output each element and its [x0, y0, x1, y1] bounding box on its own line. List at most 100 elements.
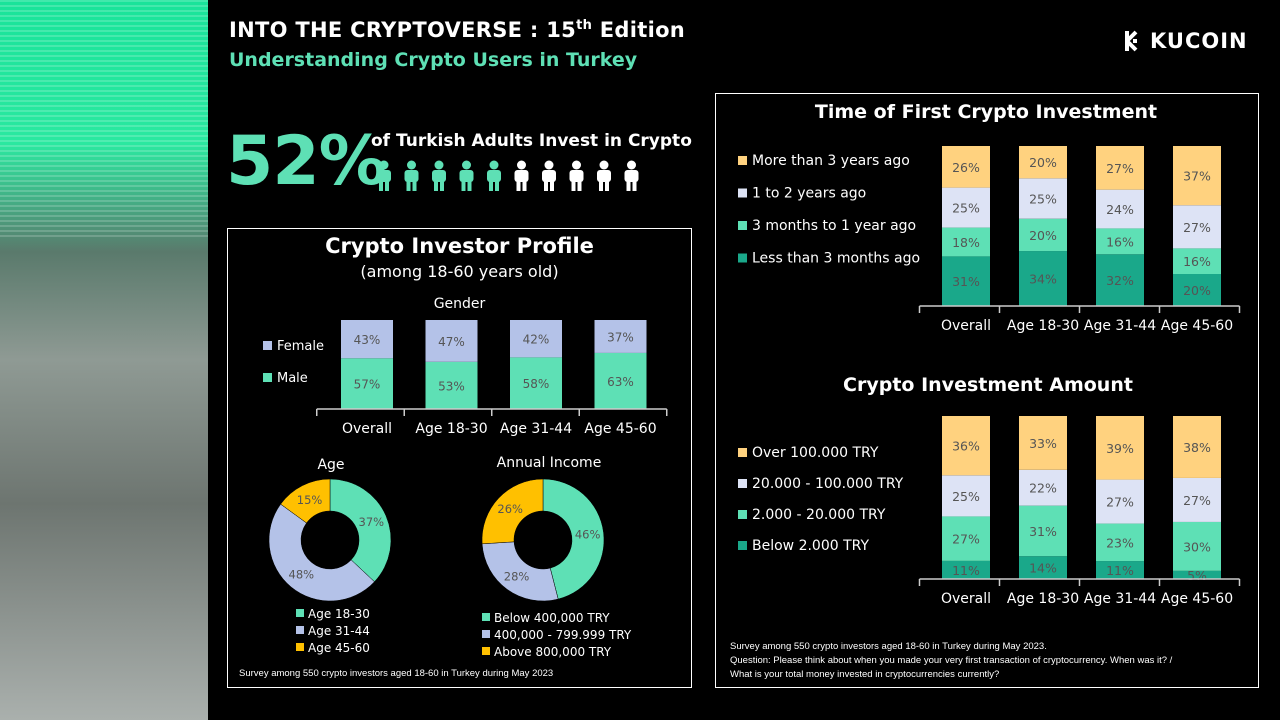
legend-label: 20.000 - 100.000 TRY — [752, 476, 904, 492]
legend-swatch — [482, 630, 490, 638]
legend-swatch — [738, 510, 747, 519]
bar-segment-amount — [942, 475, 990, 517]
person-leg — [489, 180, 493, 191]
donut-slice-age — [280, 478, 331, 524]
data-label: 25% — [1029, 192, 1057, 207]
data-label: 23% — [1106, 535, 1134, 550]
x-tick-label: Age 31-44 — [1084, 591, 1156, 607]
bar-segment-amount — [1096, 523, 1144, 562]
person-body — [597, 170, 611, 182]
person-leg — [385, 180, 389, 191]
person-leg — [522, 180, 527, 191]
investment-panel: Survey among 550 crypto investors aged 1… — [715, 93, 1259, 688]
footnote-1: Survey among 550 crypto investors aged 1… — [730, 641, 1047, 652]
person-head — [572, 160, 581, 170]
person-head — [379, 160, 389, 170]
legend-swatch — [263, 373, 272, 382]
person-icon — [487, 160, 501, 191]
person-leg — [626, 180, 631, 191]
profile-footnote: Survey among 550 crypto investors aged 1… — [239, 668, 554, 679]
person-leg — [516, 180, 521, 191]
person-head — [544, 160, 554, 170]
bar-segment-first — [1096, 146, 1144, 190]
data-label: 37% — [607, 330, 634, 344]
data-label: 37% — [1183, 169, 1211, 184]
data-label: 25% — [952, 489, 980, 504]
person-head — [462, 160, 471, 170]
footnote-3: What is your total money invested in cry… — [730, 669, 1000, 680]
person-icon — [432, 160, 446, 191]
data-label: 38% — [1183, 440, 1211, 455]
data-label: 24% — [1106, 202, 1134, 217]
donut-slice-age — [268, 503, 375, 602]
bar-segment-amount — [942, 516, 990, 561]
legend-label: Less than 3 months ago — [752, 251, 920, 267]
data-label: 16% — [1106, 234, 1134, 249]
bar-segment-gender — [341, 358, 393, 409]
bar-segment-gender — [425, 320, 478, 362]
headline-percent: 52% — [226, 122, 387, 201]
data-label: 30% — [1183, 539, 1211, 554]
person-leg — [379, 180, 383, 191]
donut-label: 15% — [297, 493, 323, 507]
data-label: 53% — [438, 379, 465, 393]
person-leg — [406, 180, 411, 191]
legend-label: Below 2.000 TRY — [752, 538, 869, 554]
x-tick-label: Age 18-30 — [415, 421, 487, 437]
data-label: 20% — [1183, 283, 1211, 298]
legend-swatch — [738, 448, 747, 457]
person-body — [514, 170, 529, 182]
bar-segment-gender — [594, 352, 647, 409]
profile-subtitle: (among 18-60 years old) — [360, 262, 559, 281]
page-title: INTO THE CRYPTOVERSE : 15th Edition — [229, 18, 686, 42]
x-tick-label: Age 18-30 — [1007, 318, 1079, 334]
person-head — [599, 160, 609, 170]
bar-segment-amount — [1019, 416, 1067, 470]
data-label: 33% — [1029, 436, 1057, 451]
data-label: 27% — [1183, 220, 1211, 235]
data-label: 25% — [952, 201, 980, 216]
bar-segment-first — [1096, 254, 1144, 306]
bar-segment-amount — [1173, 521, 1221, 571]
legend-label: Male — [277, 371, 308, 386]
data-label: 11% — [952, 563, 980, 578]
person-leg — [632, 180, 637, 191]
person-leg — [495, 180, 499, 191]
person-leg — [467, 180, 472, 191]
legend-swatch — [296, 609, 304, 617]
legend-swatch — [296, 643, 304, 651]
legend-label: Age 18-30 — [308, 607, 370, 621]
legend-swatch — [738, 221, 747, 230]
investor-profile-panel: Crypto Investor Profile (among 18-60 yea… — [227, 228, 692, 688]
kucoin-logo-icon — [1125, 30, 1138, 52]
bar-segment-amount — [1096, 479, 1144, 524]
bar-segment-amount — [1096, 561, 1144, 579]
chart-title: Time of First Crypto Investment — [815, 101, 1157, 123]
donut-slice-age — [329, 478, 392, 583]
data-label: 20% — [1029, 155, 1057, 170]
data-label: 14% — [1029, 561, 1057, 576]
data-label: 16% — [1183, 254, 1211, 269]
person-head — [489, 160, 499, 170]
person-body — [404, 170, 419, 182]
data-label: 32% — [1106, 273, 1134, 288]
person-body — [432, 170, 446, 182]
headline-caption: of Turkish Adults Invest in Crypto — [371, 131, 692, 151]
person-body — [459, 170, 474, 182]
bar-segment-gender — [594, 320, 647, 353]
x-tick-label: Age 45-60 — [584, 421, 656, 437]
person-leg — [412, 180, 417, 191]
data-label: 58% — [523, 377, 550, 391]
legend-swatch — [738, 156, 747, 165]
person-icon — [459, 160, 474, 191]
data-label: 20% — [1029, 228, 1057, 243]
bar-segment-first — [1019, 178, 1067, 219]
bar-segment-first — [942, 256, 990, 306]
person-leg — [440, 180, 444, 191]
person-head — [627, 160, 636, 170]
gender-title: Gender — [433, 296, 486, 312]
legend-swatch — [296, 626, 304, 634]
footnote-2: Question: Please think about when you ma… — [730, 655, 1173, 666]
bar-segment-amount — [1019, 556, 1067, 579]
